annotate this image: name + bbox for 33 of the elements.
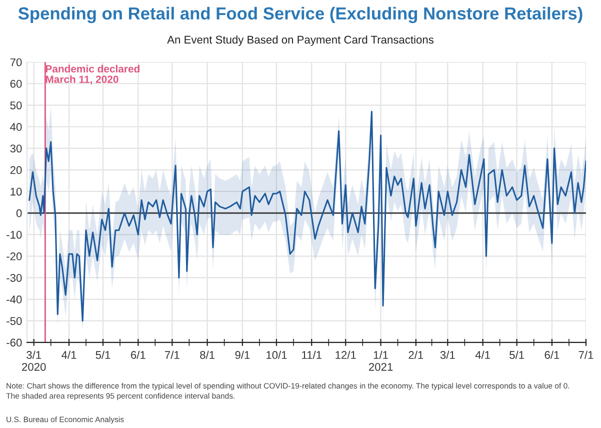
x-tick-label: 12/1: [336, 350, 356, 359]
x-tick-label: 11/1: [302, 350, 322, 359]
y-tick-label: 30: [10, 144, 22, 152]
x-tick-label: 9/1: [235, 350, 250, 359]
y-tick-label: 60: [10, 80, 22, 88]
y-tick-label: 70: [10, 58, 22, 66]
y-tick-label: -40: [6, 296, 22, 304]
x-tick-label: 3/1 2020: [22, 350, 46, 371]
x-tick-label: 7/1: [578, 350, 594, 359]
chart-title: Spending on Retail and Food Service (Excluding Nonstore Retailers): [18, 6, 582, 24]
x-tick-label: 5/1: [510, 350, 524, 359]
chart-subtitle: An Event Study Based on Payment Card Transactions: [167, 35, 434, 46]
y-tick-label: 20: [10, 166, 22, 174]
y-tick-label: 40: [10, 123, 22, 131]
y-tick-label: -30: [6, 274, 22, 282]
x-tick-label: 1/1 2021: [368, 350, 393, 371]
y-tick-label: -20: [6, 252, 22, 260]
x-tick-label: 5/1: [96, 350, 110, 359]
x-tick-label: 2/1: [408, 350, 424, 359]
y-tick-label: 10: [10, 188, 22, 196]
x-tick-label: 8/1: [200, 350, 214, 359]
x-tick-label: 6/1: [130, 350, 146, 359]
x-tick-label: 7/1: [165, 350, 180, 359]
y-tick-label: -50: [6, 317, 22, 325]
y-tick-label: -10: [6, 230, 22, 239]
y-tick-label: 0: [16, 209, 22, 218]
x-tick-label: 4/1: [62, 350, 76, 359]
x-tick-label: 4/1: [475, 350, 490, 359]
x-tick-label: 3/1: [440, 350, 455, 359]
x-tick-label: 10/1: [266, 350, 287, 359]
x-tick-label: 6/1: [544, 350, 560, 359]
y-tick-label: 50: [10, 101, 22, 110]
y-tick-label: -60: [6, 338, 22, 347]
